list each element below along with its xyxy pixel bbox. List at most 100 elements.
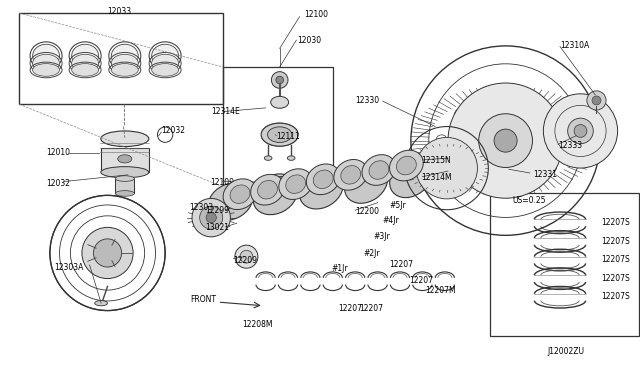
- Ellipse shape: [390, 158, 432, 198]
- Bar: [490, 193, 639, 336]
- Circle shape: [436, 135, 447, 146]
- Bar: [521, 165, 531, 173]
- Circle shape: [271, 72, 288, 88]
- Circle shape: [592, 96, 601, 105]
- Text: 12109: 12109: [210, 178, 234, 187]
- Text: 12207S: 12207S: [602, 237, 630, 246]
- Ellipse shape: [33, 64, 60, 76]
- Text: 12299: 12299: [205, 206, 229, 215]
- Text: 12200: 12200: [355, 207, 380, 216]
- Ellipse shape: [334, 160, 367, 190]
- Ellipse shape: [111, 44, 138, 67]
- Text: 12315N: 12315N: [421, 156, 451, 165]
- Ellipse shape: [152, 54, 179, 72]
- Ellipse shape: [287, 156, 295, 160]
- Ellipse shape: [115, 191, 134, 196]
- Circle shape: [545, 161, 557, 173]
- Ellipse shape: [33, 54, 60, 72]
- Circle shape: [564, 135, 575, 146]
- Text: 12314E: 12314E: [211, 107, 240, 116]
- Text: J12002ZU: J12002ZU: [547, 347, 584, 356]
- Circle shape: [479, 114, 532, 167]
- Ellipse shape: [369, 161, 389, 179]
- Text: 12100: 12100: [304, 10, 328, 19]
- Ellipse shape: [95, 301, 108, 306]
- Ellipse shape: [270, 177, 289, 191]
- Circle shape: [499, 158, 513, 172]
- Circle shape: [550, 126, 559, 135]
- Circle shape: [587, 91, 606, 110]
- Text: FRONT: FRONT: [191, 295, 217, 304]
- Ellipse shape: [152, 64, 179, 76]
- Ellipse shape: [307, 164, 340, 195]
- Ellipse shape: [396, 156, 417, 175]
- Text: #1Jr: #1Jr: [332, 264, 348, 273]
- Ellipse shape: [230, 185, 250, 203]
- Ellipse shape: [223, 179, 257, 209]
- Text: 12209: 12209: [234, 256, 258, 265]
- Text: 12331: 12331: [533, 170, 557, 179]
- Circle shape: [500, 98, 511, 109]
- Ellipse shape: [72, 64, 99, 76]
- Circle shape: [499, 109, 513, 124]
- Bar: [101, 148, 149, 172]
- Circle shape: [93, 239, 122, 267]
- Bar: [452, 148, 462, 156]
- Ellipse shape: [268, 127, 292, 142]
- Text: 12207: 12207: [338, 304, 362, 312]
- Text: 12207: 12207: [389, 260, 413, 269]
- Circle shape: [416, 137, 477, 199]
- Text: 12330: 12330: [355, 96, 380, 105]
- Bar: [549, 125, 559, 133]
- Ellipse shape: [340, 166, 361, 184]
- Text: #2Jr: #2Jr: [364, 249, 380, 258]
- Ellipse shape: [72, 54, 99, 72]
- Circle shape: [494, 129, 517, 152]
- Ellipse shape: [257, 180, 278, 199]
- Circle shape: [534, 122, 548, 135]
- Text: US=0.25: US=0.25: [512, 196, 545, 205]
- Ellipse shape: [208, 183, 253, 220]
- Text: 12207: 12207: [360, 304, 384, 312]
- Ellipse shape: [344, 164, 388, 203]
- Bar: [481, 108, 490, 116]
- Circle shape: [589, 140, 598, 148]
- Ellipse shape: [152, 44, 179, 67]
- Circle shape: [463, 122, 477, 135]
- Circle shape: [192, 198, 230, 237]
- Text: #5Jr: #5Jr: [389, 201, 406, 210]
- Text: 12032: 12032: [46, 179, 70, 187]
- Bar: [115, 179, 134, 193]
- Ellipse shape: [313, 170, 333, 189]
- Text: 12208M: 12208M: [242, 320, 273, 329]
- Ellipse shape: [264, 156, 272, 160]
- Text: 12010: 12010: [46, 148, 70, 157]
- Circle shape: [543, 94, 618, 168]
- Text: 12033: 12033: [108, 7, 132, 16]
- Circle shape: [545, 109, 557, 120]
- Ellipse shape: [362, 155, 396, 185]
- Bar: [19, 13, 223, 104]
- Text: 13021: 13021: [205, 223, 229, 232]
- Ellipse shape: [271, 96, 289, 108]
- Circle shape: [563, 113, 572, 122]
- Text: 12310A: 12310A: [560, 41, 589, 50]
- Circle shape: [448, 83, 563, 198]
- Text: 12207S: 12207S: [602, 292, 630, 301]
- Circle shape: [534, 146, 548, 160]
- Circle shape: [589, 113, 598, 122]
- Circle shape: [454, 109, 466, 120]
- Text: 12303: 12303: [189, 203, 214, 212]
- Text: 12207S: 12207S: [602, 255, 630, 264]
- Circle shape: [454, 161, 466, 173]
- Circle shape: [602, 126, 611, 135]
- Text: #3Jr: #3Jr: [374, 232, 390, 241]
- Text: 12111: 12111: [276, 132, 300, 141]
- Text: 12303A: 12303A: [54, 263, 84, 272]
- Circle shape: [206, 212, 216, 223]
- Ellipse shape: [118, 155, 132, 163]
- Text: #4Jr: #4Jr: [383, 216, 399, 225]
- Circle shape: [563, 140, 572, 148]
- Text: 12032: 12032: [161, 126, 186, 135]
- Ellipse shape: [279, 169, 312, 199]
